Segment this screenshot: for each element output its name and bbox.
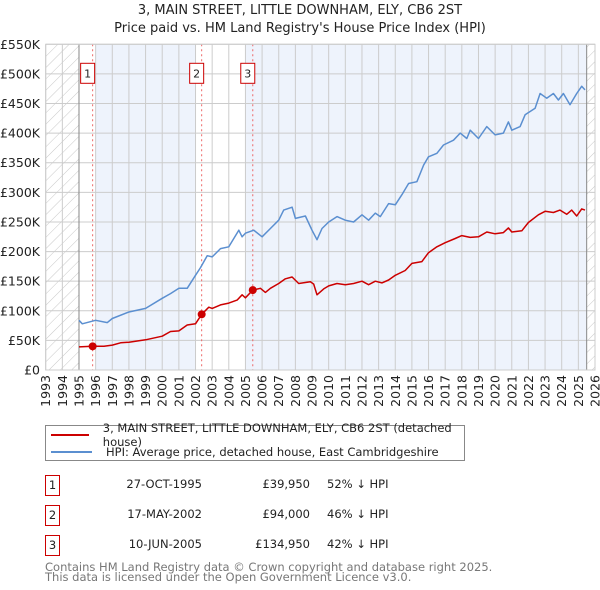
- sale-label-box: 1: [80, 62, 96, 84]
- x-tick-label: 2014: [388, 375, 403, 407]
- x-tick-label: 1996: [88, 375, 103, 407]
- x-tick-label: 2023: [538, 375, 553, 407]
- x-tick-label: 2000: [155, 375, 170, 407]
- x-tick-label: 2017: [438, 375, 453, 407]
- legend: 3, MAIN STREET, LITTLE DOWNHAM, ELY, CB6…: [45, 421, 465, 461]
- sale-label-number: 3: [244, 67, 251, 80]
- sale-price: £134,950: [255, 537, 310, 551]
- footer-licence: This data is licensed under the Open Gov…: [45, 570, 412, 584]
- y-tick-label: £500K: [0, 66, 41, 81]
- x-tick-label: 2009: [305, 375, 320, 407]
- chart-title: 3, MAIN STREET, LITTLE DOWNHAM, ELY, CB6…: [137, 3, 463, 18]
- sale-date: 17-MAY-2002: [127, 507, 202, 521]
- x-tick-label: 2022: [521, 375, 536, 407]
- sale-price: £94,000: [262, 507, 310, 521]
- footer-copyright: Contains HM Land Registry data © Crown c…: [45, 560, 493, 574]
- chart-plot: 1993 1994 1995 1996 1997 1998 1999 2000 2001 2002…: [0, 37, 600, 407]
- x-tick-label: 2001: [171, 375, 186, 407]
- y-tick-label: £100K: [0, 303, 41, 318]
- x-tick-label: 2024: [554, 375, 569, 407]
- y-tick-label: £300K: [0, 185, 41, 200]
- sale-hpi-diff: 52% ↓ HPI: [327, 477, 389, 491]
- x-tick-label: 2019: [471, 375, 486, 407]
- x-tick-label: 2008: [288, 375, 303, 407]
- legend-swatch-red: [51, 434, 89, 436]
- sale-point: [197, 310, 206, 319]
- sale-label-frame: [189, 62, 205, 84]
- x-tick-label: 2025: [571, 375, 586, 407]
- x-tick-label: 2006: [255, 375, 270, 407]
- sale-number-badge: 1: [45, 475, 60, 496]
- sale-number-badge: 2: [45, 505, 60, 526]
- y-tick-label: £550K: [0, 37, 41, 52]
- x-tick-label: 1994: [55, 375, 70, 407]
- x-tick-label: 1999: [138, 375, 153, 407]
- x-tick-label: 2002: [188, 375, 203, 407]
- y-tick-label: £400K: [0, 126, 41, 141]
- x-tick-label: 2003: [205, 375, 220, 407]
- x-tick-label: 2021: [504, 375, 519, 407]
- legend-label: HPI: Average price, detached house, East…: [106, 445, 439, 459]
- sale-hpi-diff: 46% ↓ HPI: [327, 507, 389, 521]
- x-tick-label: 1997: [105, 375, 120, 407]
- x-tick-label: 2018: [454, 375, 469, 407]
- chart-subtitle: Price paid vs. HM Land Registry's House …: [114, 21, 486, 36]
- x-tick-label: 2020: [488, 375, 503, 407]
- x-tick-label: 2015: [404, 375, 419, 407]
- x-tick-label: 1998: [121, 375, 136, 407]
- x-tick-label: 1993: [38, 375, 53, 407]
- sale-price: £39,950: [262, 477, 310, 491]
- hatched-region-right: [586, 44, 595, 371]
- legend-item-property: 3, MAIN STREET, LITTLE DOWNHAM, ELY, CB6…: [46, 421, 464, 449]
- x-tick-label: 2011: [338, 375, 353, 407]
- x-tick-label: 2004: [221, 375, 236, 407]
- y-tick-label: £350K: [0, 155, 41, 170]
- y-tick-label: £50K: [8, 333, 41, 348]
- x-tick-label: 2013: [371, 375, 386, 407]
- sale-hpi-diff: 42% ↓ HPI: [327, 537, 389, 551]
- y-tick-label: £0: [24, 363, 40, 378]
- x-tick-label: 2007: [271, 375, 286, 407]
- x-tick-label: 2026: [588, 375, 600, 407]
- y-tick-label: £200K: [0, 244, 41, 259]
- legend-item-hpi: HPI: Average price, detached house, East…: [46, 444, 439, 460]
- hpi-line: [78, 85, 586, 325]
- sale-number-badge: 3: [45, 535, 60, 556]
- sale-point: [88, 342, 97, 351]
- x-tick-label: 2010: [321, 375, 336, 407]
- x-tick-label: 2005: [238, 375, 253, 407]
- sale-label-frame: [80, 62, 96, 84]
- y-tick-label: £250K: [0, 214, 41, 229]
- legend-label: 3, MAIN STREET, LITTLE DOWNHAM, ELY, CB6…: [102, 421, 452, 449]
- price-paid-line: [78, 208, 586, 348]
- y-tick-label: £450K: [0, 96, 41, 111]
- x-tick-label: 2012: [354, 375, 369, 407]
- sale-date: 10-JUN-2005: [128, 537, 202, 551]
- plot-border: [45, 43, 596, 371]
- sale-label-number: 2: [193, 67, 200, 80]
- sale-date: 27-OCT-1995: [126, 477, 202, 491]
- sale-label-box: 2: [189, 62, 205, 84]
- sale-point: [248, 286, 257, 295]
- sale-label-box: 3: [240, 62, 256, 84]
- sale-label-frame: [240, 62, 256, 84]
- legend-swatch-blue: [51, 451, 92, 453]
- sale-label-number: 1: [84, 67, 91, 80]
- x-tick-label: 2016: [421, 375, 436, 407]
- y-tick-label: £150K: [0, 274, 41, 289]
- x-tick-label: 1995: [71, 375, 86, 407]
- shaded-band: [245, 44, 587, 371]
